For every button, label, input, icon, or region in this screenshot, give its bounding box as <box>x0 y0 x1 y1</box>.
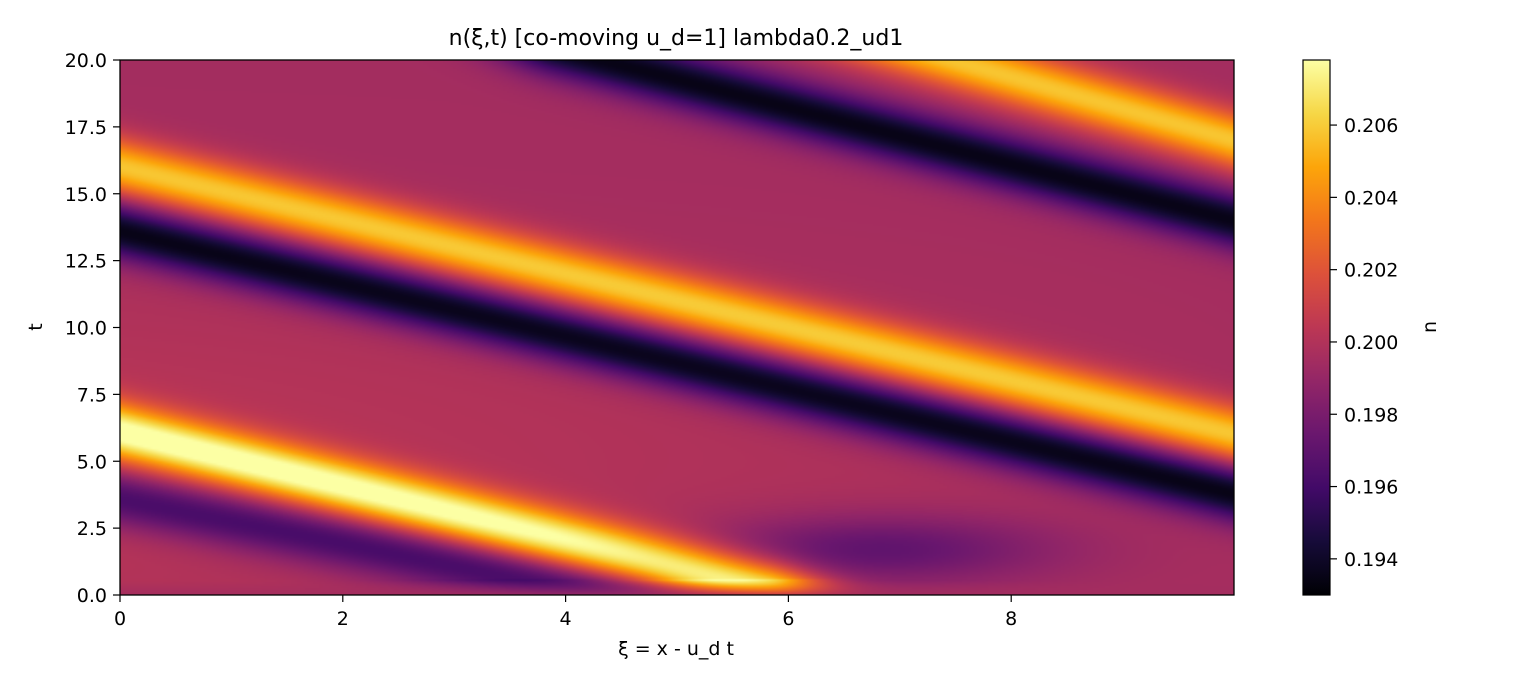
y-tick-label: 12.5 <box>65 251 107 273</box>
y-tick-label: 2.5 <box>77 518 107 540</box>
colorbar-frame <box>1302 59 1331 596</box>
x-tick-label: 2 <box>337 608 349 630</box>
y-tick-label: 10.0 <box>65 318 107 340</box>
colorbar: 0.194 0.196 0.198 0.200 0.202 0.204 0.206 n <box>1302 59 1441 596</box>
colorbar-tick-label: 0.206 <box>1344 115 1398 137</box>
x-tick-label: 8 <box>1005 608 1017 630</box>
y-tick-label: 17.5 <box>65 117 107 139</box>
colorbar-ticks: 0.194 0.196 0.198 0.200 0.202 0.204 0.206 <box>1330 115 1398 571</box>
colorbar-tick-label: 0.204 <box>1344 187 1398 209</box>
colorbar-gradient <box>1303 60 1330 595</box>
y-axis-label: t <box>25 323 47 330</box>
colorbar-label: n <box>1419 321 1441 333</box>
x-axis: 0 2 4 6 8 <box>114 595 1017 630</box>
y-axis: 0.0 2.5 5.0 7.5 10.0 12.5 15.0 17.5 20.0 <box>65 50 120 607</box>
x-tick-label: 0 <box>114 608 126 630</box>
y-tick-label: 7.5 <box>77 384 107 406</box>
x-tick-label: 4 <box>560 608 572 630</box>
x-tick-label: 6 <box>782 608 794 630</box>
x-axis-label: ξ = x - u_d t <box>618 638 734 660</box>
colorbar-tick-label: 0.200 <box>1344 332 1398 354</box>
y-tick-label: 20.0 <box>65 50 107 72</box>
colorbar-tick-label: 0.196 <box>1344 477 1398 499</box>
colorbar-tick-label: 0.194 <box>1344 549 1398 571</box>
y-tick-label: 15.0 <box>65 184 107 206</box>
y-tick-label: 5.0 <box>77 451 107 473</box>
chart-title: n(ξ,t) [co-moving u_d=1] lambda0.2_ud1 <box>449 26 904 51</box>
colorbar-tick-label: 0.198 <box>1344 404 1398 426</box>
plot-area <box>119 59 1235 596</box>
y-tick-label: 0.0 <box>77 585 107 607</box>
colorbar-tick-label: 0.202 <box>1344 260 1398 282</box>
heatmap-image <box>120 60 1234 595</box>
